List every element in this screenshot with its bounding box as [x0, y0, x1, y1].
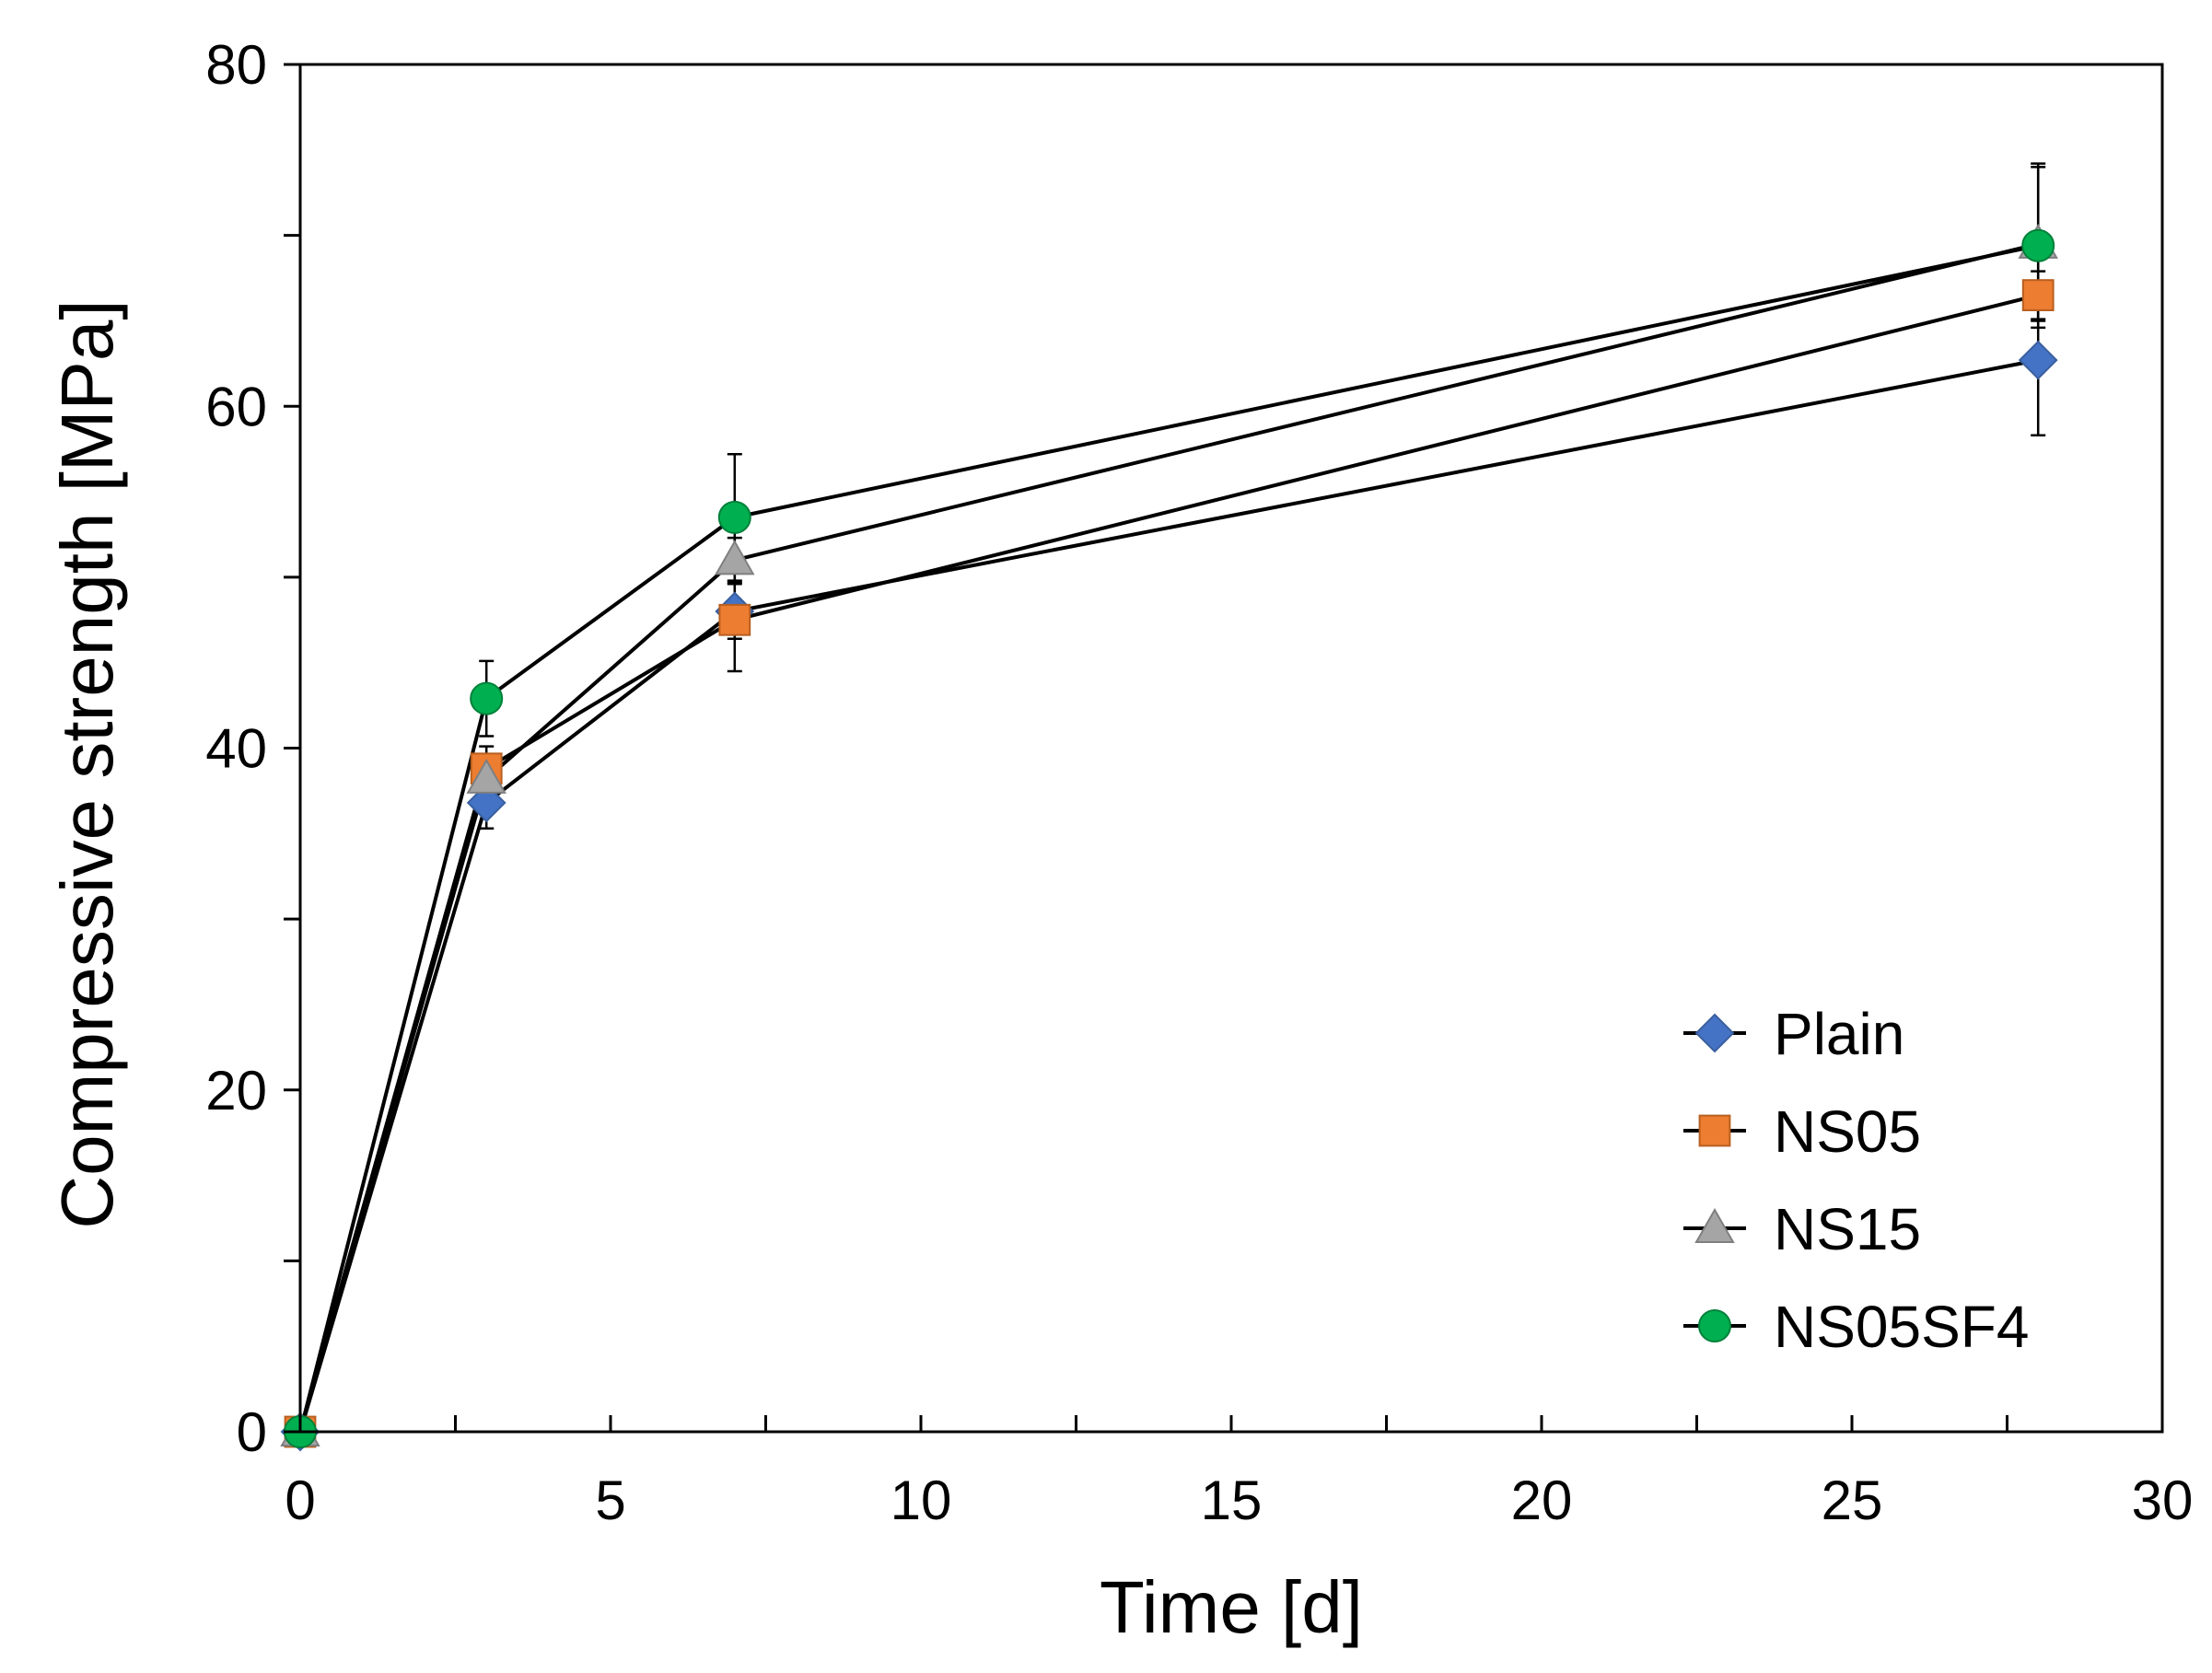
legend-item-ns05: NS05: [1683, 1098, 1921, 1165]
x-tick-label: 15: [1201, 1470, 1263, 1531]
x-tick-label: 10: [891, 1470, 952, 1531]
data-point: [715, 540, 755, 575]
series-line: [298, 241, 2039, 1433]
data-point: [466, 758, 506, 794]
x-axis-title: Time [d]: [1100, 1566, 1363, 1648]
legend-marker: [1698, 1309, 1731, 1342]
x-tick-label: 20: [1511, 1470, 1573, 1531]
x-tick-label: 0: [285, 1470, 315, 1531]
data-point: [718, 603, 751, 636]
legend-marker: [1694, 1013, 1735, 1053]
x-tick-label: 25: [1822, 1470, 1883, 1531]
y-tick-label: 40: [205, 718, 267, 780]
legend-item-ns15: NS15: [1683, 1196, 1921, 1262]
data-point: [717, 500, 751, 534]
series-line: [298, 358, 2039, 1433]
legend-item-ns05sf4: NS05SF4: [1683, 1294, 2029, 1360]
x-tick-label: 5: [595, 1470, 625, 1531]
legend-label: NS15: [1774, 1196, 1921, 1262]
plot-layer: [280, 162, 2058, 1452]
x-tick-label: 30: [2132, 1470, 2194, 1531]
markers-plain: [280, 340, 2058, 1452]
y-tick-label: 80: [205, 34, 267, 96]
data-point: [470, 681, 504, 715]
markers-ns05sf4: [284, 228, 2055, 1448]
data-point: [2021, 279, 2055, 311]
legend-marker: [1698, 1114, 1731, 1147]
legend: Plain NS05 NS15 NS05SF4: [1683, 1001, 2029, 1360]
series-line: [298, 243, 2039, 1433]
legend-label: NS05: [1774, 1098, 1921, 1165]
legend-marker: [1694, 1207, 1735, 1243]
y-tick-label: 60: [205, 376, 267, 437]
y-tick-label: 20: [205, 1060, 267, 1121]
legend-item-plain: Plain: [1683, 1001, 1904, 1067]
axes-layer: 0 20 40 60 80 0 5 10 15 20 25 30: [205, 34, 2193, 1531]
legend-label: Plain: [1774, 1001, 1904, 1067]
legend-label: NS05SF4: [1774, 1294, 2029, 1360]
data-point: [2021, 228, 2055, 262]
y-tick-label: 0: [237, 1401, 267, 1463]
data-point: [2018, 340, 2058, 380]
y-axis-title: Compressive strength [MPa]: [46, 299, 128, 1228]
